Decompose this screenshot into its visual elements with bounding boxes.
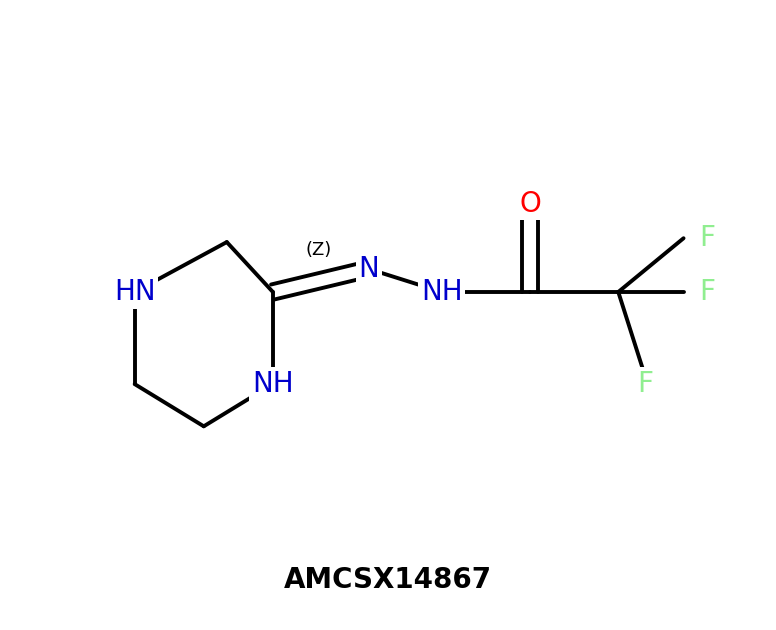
Text: NH: NH xyxy=(252,370,293,398)
Text: N: N xyxy=(359,255,379,283)
Text: HN: HN xyxy=(114,278,155,306)
Text: (Z): (Z) xyxy=(306,241,332,259)
Text: AMCSX14867: AMCSX14867 xyxy=(284,566,492,594)
Text: F: F xyxy=(699,278,715,306)
Text: NH: NH xyxy=(421,278,462,306)
Text: F: F xyxy=(699,224,715,252)
Text: O: O xyxy=(519,190,541,218)
Text: F: F xyxy=(637,370,653,398)
